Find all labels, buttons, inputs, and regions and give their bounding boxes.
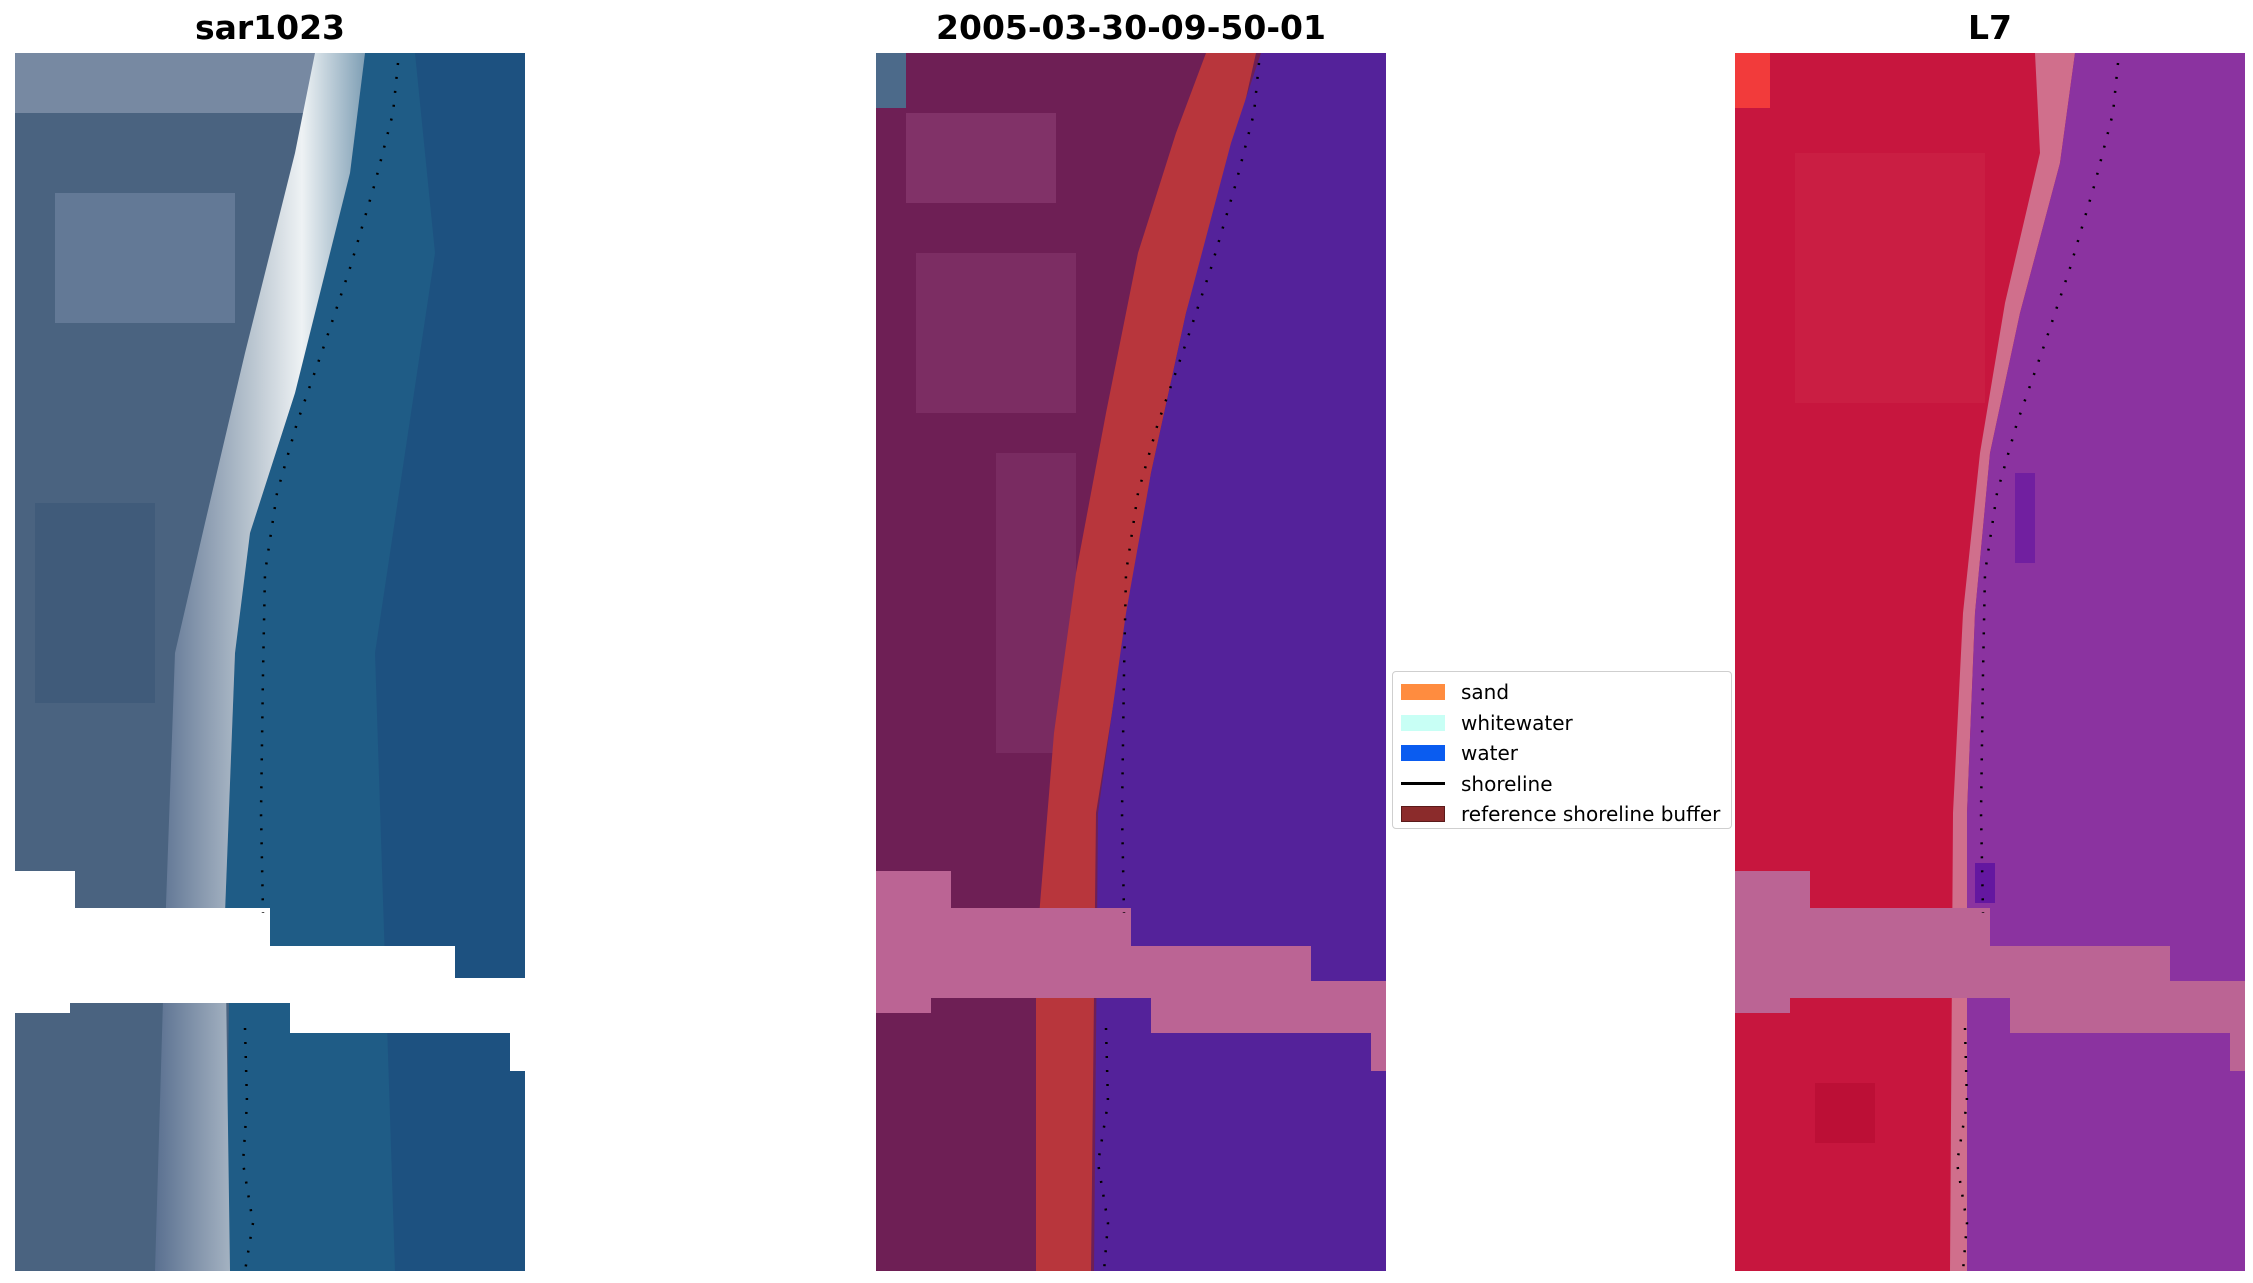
whitewater-swatch-icon	[1401, 714, 1445, 731]
l7-image-panel	[1735, 53, 2245, 1271]
panel-title-middle: 2005-03-30-09-50-01	[936, 8, 1326, 47]
legend-item-sand: sand	[1401, 677, 1731, 708]
legend-label: reference shoreline buffer	[1461, 802, 1721, 827]
legend-label: sand	[1461, 680, 1510, 705]
sand-swatch-icon	[1401, 684, 1445, 701]
legend-item-reference-buffer: reference shoreline buffer	[1401, 799, 1731, 830]
legend: sand whitewater water shoreline referenc…	[1392, 671, 1732, 829]
shoreline-line-icon	[1401, 782, 1445, 786]
l7-image	[1735, 53, 2245, 1271]
legend-label: shoreline	[1461, 771, 1553, 796]
water-swatch-icon	[1401, 745, 1445, 762]
classified-image	[876, 53, 1386, 1271]
legend-item-whitewater: whitewater	[1401, 708, 1731, 739]
legend-label: whitewater	[1461, 710, 1573, 735]
buffer-swatch-icon	[1401, 806, 1445, 823]
satellite-image-panel	[15, 53, 525, 1271]
nodata-class	[876, 871, 1386, 1071]
shoreline-left	[259, 62, 400, 914]
legend-item-water: water	[1401, 738, 1731, 769]
nodata-l7	[1735, 871, 2245, 1071]
classified-image-panel	[876, 53, 1386, 1271]
shoreline-middle	[1120, 62, 1261, 914]
nodata-stripe	[15, 871, 525, 1071]
beach-l7	[1950, 53, 2075, 1271]
legend-label: water	[1461, 741, 1518, 766]
shoreline-right	[1979, 62, 2120, 914]
legend-item-shoreline: shoreline	[1401, 769, 1731, 800]
satellite-image	[15, 53, 525, 1271]
panel-title-right: L7	[1968, 8, 2012, 47]
panel-title-left: sar1023	[194, 8, 346, 47]
